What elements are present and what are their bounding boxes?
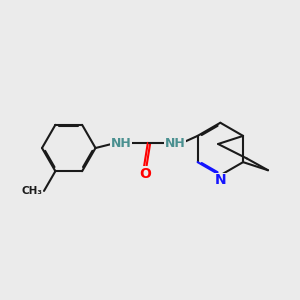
Text: NH: NH — [164, 136, 185, 150]
Text: N: N — [214, 173, 226, 187]
Text: NH: NH — [111, 136, 132, 150]
Text: CH₃: CH₃ — [22, 186, 43, 196]
Text: O: O — [139, 167, 151, 181]
